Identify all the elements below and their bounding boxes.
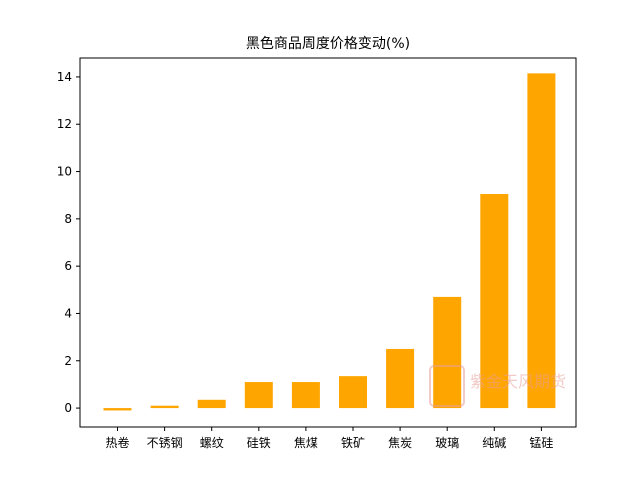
bar-9 xyxy=(527,73,556,409)
y-tick-label: 0 xyxy=(64,401,72,415)
y-tick-label: 14 xyxy=(57,70,72,84)
bar-4 xyxy=(291,382,320,409)
bars-group xyxy=(103,73,556,411)
x-tick-label: 焦煤 xyxy=(294,436,318,450)
x-tick-label: 不锈钢 xyxy=(147,436,183,450)
y-tick-label: 8 xyxy=(64,212,72,226)
x-tick-label: 锰硅 xyxy=(529,435,553,450)
x-tick-label: 螺纹 xyxy=(200,436,224,450)
bar-8 xyxy=(480,194,509,409)
bar-7 xyxy=(433,296,462,409)
watermark: 紫金天风期货 xyxy=(429,365,566,407)
y-tick-label: 6 xyxy=(64,259,72,273)
x-tick-label: 纯碱 xyxy=(482,436,506,450)
x-tick-label: 硅铁 xyxy=(247,436,271,450)
bar-6 xyxy=(386,348,415,409)
x-tick-label: 热卷 xyxy=(105,435,129,450)
bar-2 xyxy=(197,399,226,409)
x-tick-label: 铁矿 xyxy=(341,436,365,450)
y-tick-label: 10 xyxy=(57,165,72,179)
plot-frame xyxy=(79,57,577,428)
chart-title: 黑色商品周度价格变动(%) xyxy=(246,35,410,52)
bar-3 xyxy=(244,382,273,409)
y-tick-label: 4 xyxy=(64,306,72,320)
bar-1 xyxy=(150,405,179,409)
bar-0 xyxy=(103,408,132,411)
watermark-text: 紫金天风期货 xyxy=(470,372,566,391)
x-axis: 热卷 不锈钢 螺纹 硅铁 焦煤 铁矿 焦炭 玻璃 纯碱 锰硅 xyxy=(105,427,553,450)
y-tick-label: 12 xyxy=(57,117,72,131)
watermark-logo-icon xyxy=(429,365,465,407)
y-tick-label: 2 xyxy=(64,354,72,368)
x-tick-label: 玻璃 xyxy=(435,436,459,450)
x-tick-label: 焦炭 xyxy=(388,436,412,450)
bar-5 xyxy=(339,376,367,409)
y-axis: 0 2 4 6 8 10 12 14 xyxy=(57,70,80,415)
